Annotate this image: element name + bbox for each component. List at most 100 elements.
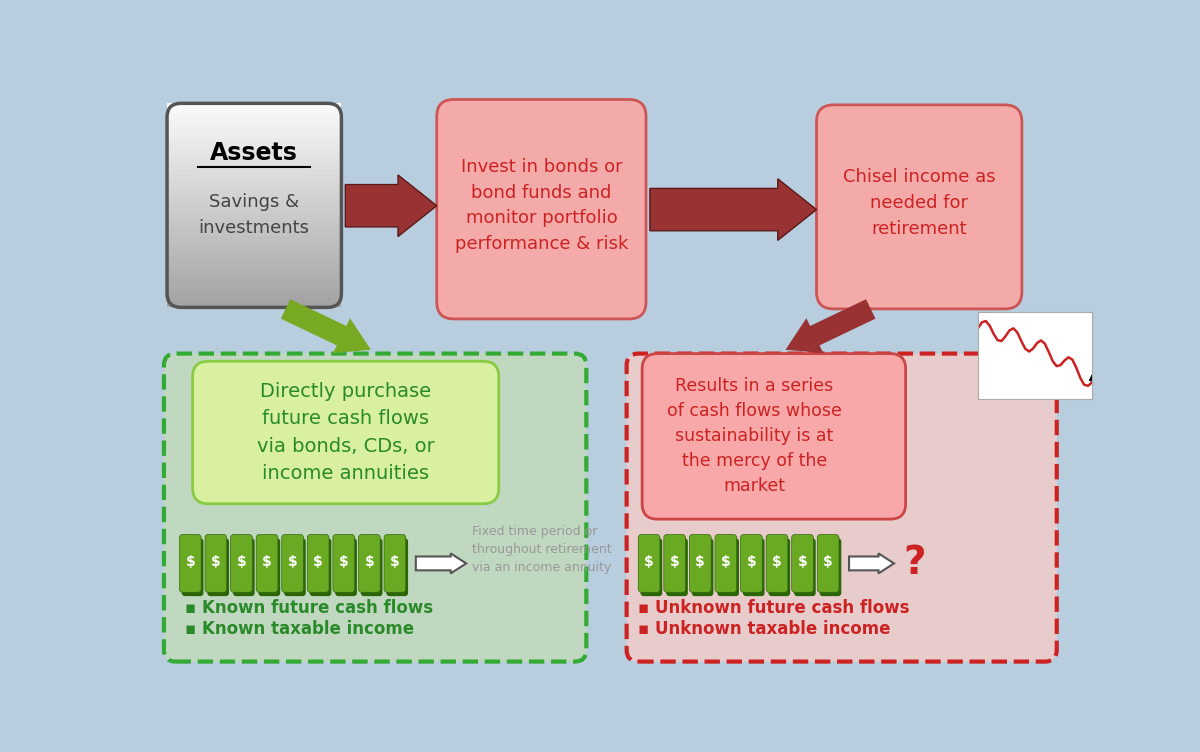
Text: $: $ <box>721 555 731 569</box>
Text: Fixed time period or
throughout retirement
via an income annuity: Fixed time period or throughout retireme… <box>473 525 612 574</box>
Bar <box>167 169 342 174</box>
FancyBboxPatch shape <box>642 353 906 519</box>
FancyBboxPatch shape <box>230 535 252 593</box>
Text: Invest in bonds or
bond funds and
monitor portfolio
performance & risk: Invest in bonds or bond funds and monito… <box>455 158 628 253</box>
FancyBboxPatch shape <box>282 535 304 593</box>
Text: $: $ <box>746 555 756 569</box>
Bar <box>167 281 342 287</box>
Text: $: $ <box>670 555 679 569</box>
Bar <box>167 292 342 297</box>
FancyBboxPatch shape <box>258 538 281 596</box>
Bar <box>167 134 342 139</box>
FancyBboxPatch shape <box>641 538 662 596</box>
Bar <box>167 246 342 251</box>
Bar <box>167 210 342 216</box>
Text: Results in a series
of cash flows whose
sustainability is at
the mercy of the
ma: Results in a series of cash flows whose … <box>667 378 842 496</box>
FancyBboxPatch shape <box>626 353 1057 662</box>
Polygon shape <box>416 553 466 574</box>
Text: Savings &
investments: Savings & investments <box>199 193 310 237</box>
Text: $: $ <box>338 555 349 569</box>
FancyBboxPatch shape <box>256 535 278 593</box>
Bar <box>167 129 342 134</box>
FancyBboxPatch shape <box>740 535 762 593</box>
Text: $: $ <box>262 555 272 569</box>
Text: $: $ <box>211 555 221 569</box>
Polygon shape <box>850 553 894 574</box>
Text: Assets: Assets <box>210 141 298 165</box>
FancyBboxPatch shape <box>180 535 202 593</box>
FancyBboxPatch shape <box>820 538 841 596</box>
Text: Chisel income as
needed for
retirement: Chisel income as needed for retirement <box>842 168 996 238</box>
Text: $: $ <box>365 555 374 569</box>
FancyBboxPatch shape <box>743 538 764 596</box>
FancyBboxPatch shape <box>816 105 1022 309</box>
Polygon shape <box>650 179 816 241</box>
Text: ▪ Known taxable income: ▪ Known taxable income <box>185 620 414 638</box>
Bar <box>167 103 342 108</box>
Text: ?: ? <box>904 544 926 582</box>
Bar <box>167 184 342 190</box>
FancyBboxPatch shape <box>181 538 204 596</box>
FancyBboxPatch shape <box>664 535 685 593</box>
FancyBboxPatch shape <box>233 538 254 596</box>
Text: $: $ <box>186 555 196 569</box>
Bar <box>167 215 342 220</box>
FancyBboxPatch shape <box>384 535 406 593</box>
Bar <box>167 220 342 226</box>
Bar <box>167 200 342 205</box>
Bar <box>167 113 342 119</box>
Text: ▪ Unknown taxable income: ▪ Unknown taxable income <box>638 620 890 638</box>
Bar <box>167 256 342 262</box>
Bar <box>167 261 342 266</box>
FancyBboxPatch shape <box>689 535 712 593</box>
Polygon shape <box>786 299 876 353</box>
Bar <box>167 195 342 200</box>
FancyBboxPatch shape <box>310 538 331 596</box>
FancyBboxPatch shape <box>638 535 660 593</box>
Bar <box>167 251 342 256</box>
Polygon shape <box>281 299 371 353</box>
Text: $: $ <box>236 555 246 569</box>
Bar <box>167 144 342 149</box>
FancyBboxPatch shape <box>766 535 788 593</box>
Bar <box>167 164 342 170</box>
Text: $: $ <box>772 555 782 569</box>
FancyBboxPatch shape <box>794 538 816 596</box>
FancyBboxPatch shape <box>768 538 790 596</box>
Bar <box>167 287 342 292</box>
Bar <box>167 297 342 302</box>
Text: $: $ <box>644 555 654 569</box>
Text: $: $ <box>695 555 706 569</box>
Bar <box>167 159 342 165</box>
Text: $: $ <box>390 555 400 569</box>
Bar <box>167 180 342 185</box>
FancyBboxPatch shape <box>691 538 714 596</box>
Bar <box>167 149 342 154</box>
Text: $: $ <box>798 555 808 569</box>
FancyBboxPatch shape <box>284 538 306 596</box>
Text: $: $ <box>288 555 298 569</box>
FancyBboxPatch shape <box>359 535 380 593</box>
Polygon shape <box>346 175 437 237</box>
FancyBboxPatch shape <box>792 535 814 593</box>
FancyBboxPatch shape <box>718 538 739 596</box>
FancyBboxPatch shape <box>205 535 227 593</box>
FancyBboxPatch shape <box>666 538 688 596</box>
Bar <box>167 277 342 282</box>
Bar <box>167 118 342 124</box>
Bar <box>167 266 342 271</box>
Bar <box>167 205 342 211</box>
Text: $: $ <box>313 555 323 569</box>
FancyBboxPatch shape <box>307 535 329 593</box>
Bar <box>167 154 342 159</box>
FancyBboxPatch shape <box>208 538 229 596</box>
Bar <box>167 230 342 236</box>
FancyBboxPatch shape <box>361 538 383 596</box>
FancyBboxPatch shape <box>164 353 587 662</box>
Text: ▪ Unknown future cash flows: ▪ Unknown future cash flows <box>638 599 910 617</box>
FancyBboxPatch shape <box>437 99 646 319</box>
Bar <box>167 241 342 246</box>
Bar <box>167 174 342 180</box>
Bar <box>167 235 342 241</box>
FancyBboxPatch shape <box>817 535 839 593</box>
